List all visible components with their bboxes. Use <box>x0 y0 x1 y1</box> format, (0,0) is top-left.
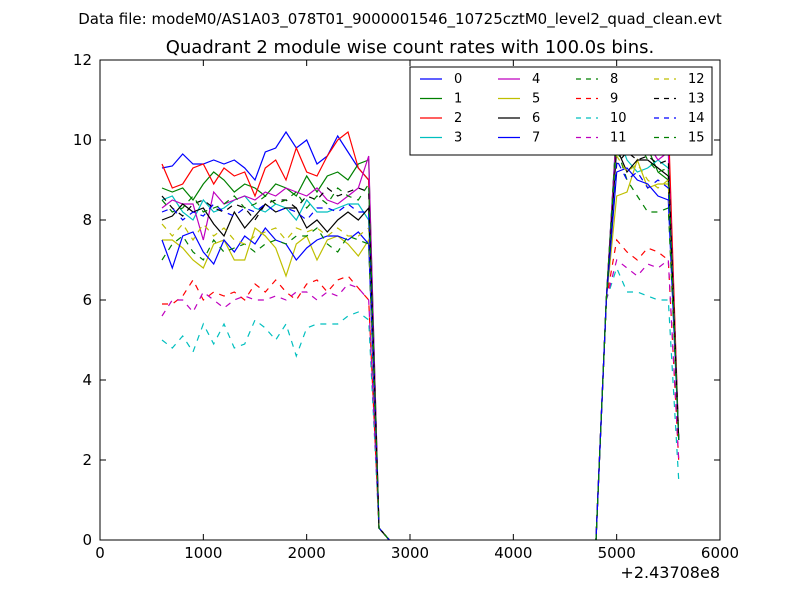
series-14-line-1 <box>161 203 390 541</box>
series-10-line-1 <box>161 311 390 541</box>
series-14-line-2 <box>595 157 680 541</box>
series-2-line-1 <box>161 130 390 541</box>
legend-label-7: 7 <box>532 131 540 146</box>
series-5-line-1 <box>162 227 390 541</box>
legend-label-11: 11 <box>610 131 627 146</box>
series-4-line-1 <box>161 155 390 541</box>
legend-label-4: 4 <box>532 72 540 87</box>
series-13-line-1 <box>161 187 390 541</box>
series-12-line-2 <box>595 154 680 541</box>
series-6-line-2 <box>595 147 680 541</box>
series-1-line-2 <box>595 126 680 541</box>
x-tick-label: 5000 <box>598 544 636 562</box>
series-0-line-1 <box>161 130 390 541</box>
x-tick-label: 2000 <box>288 544 326 562</box>
series-10-line-2 <box>595 266 680 541</box>
figure-suptitle: Data file: modeM0/AS1A03_078T01_90000015… <box>78 10 722 29</box>
series-3-line-1 <box>161 195 390 541</box>
legend-label-1: 1 <box>454 92 462 107</box>
y-tick-label: 4 <box>82 371 92 389</box>
series-5-line-2 <box>595 158 680 541</box>
legend-label-14: 14 <box>688 111 705 126</box>
x-tick-label: 3000 <box>391 544 429 562</box>
series-11-line-1 <box>161 283 390 541</box>
plot-lines <box>161 67 680 541</box>
series-9-line-2 <box>595 238 680 541</box>
series-8-line-1 <box>161 227 390 541</box>
legend-label-9: 9 <box>610 92 618 107</box>
x-tick-label: 0 <box>95 544 105 562</box>
series-13-line-2 <box>595 151 680 541</box>
x-tick-label: 4000 <box>494 544 532 562</box>
y-tick-label: 10 <box>73 131 92 149</box>
legend-label-10: 10 <box>610 111 627 126</box>
series-9-line-1 <box>162 275 390 541</box>
series-11-line-2 <box>595 258 680 541</box>
legend-label-12: 12 <box>688 72 705 87</box>
legend-label-5: 5 <box>532 92 540 107</box>
y-tick-label: 12 <box>73 51 92 69</box>
series-15-line-1 <box>161 182 390 541</box>
series-2-line-2 <box>595 118 680 541</box>
legend-label-3: 3 <box>454 131 462 146</box>
series-8-line-2 <box>595 147 680 541</box>
y-tick-label: 2 <box>82 451 92 469</box>
series-15-line-2 <box>595 130 680 541</box>
y-tick-label: 6 <box>82 291 92 309</box>
series-7-line-1 <box>161 227 390 541</box>
legend-label-2: 2 <box>454 111 462 126</box>
series-1-line-1 <box>161 159 390 541</box>
x-tick-label: 1000 <box>184 544 222 562</box>
x-offset-label: +2.43708e8 <box>620 563 720 582</box>
series-4-line-2 <box>595 130 680 541</box>
legend-label-8: 8 <box>610 72 618 87</box>
y-tick-label: 8 <box>82 211 92 229</box>
x-tick-label: 6000 <box>701 544 739 562</box>
legend-label-6: 6 <box>532 111 540 126</box>
chart-title: Quadrant 2 module wise count rates with … <box>166 37 655 58</box>
legend-label-13: 13 <box>688 92 705 107</box>
series-12-line-1 <box>161 223 390 541</box>
series-3-line-2 <box>595 131 680 541</box>
legend-box <box>409 66 713 156</box>
y-tick-label: 0 <box>82 531 92 549</box>
legend-label-0: 0 <box>454 72 462 87</box>
series-6-line-1 <box>161 203 390 541</box>
legend-label-15: 15 <box>688 131 705 146</box>
series-7-line-2 <box>595 167 680 541</box>
